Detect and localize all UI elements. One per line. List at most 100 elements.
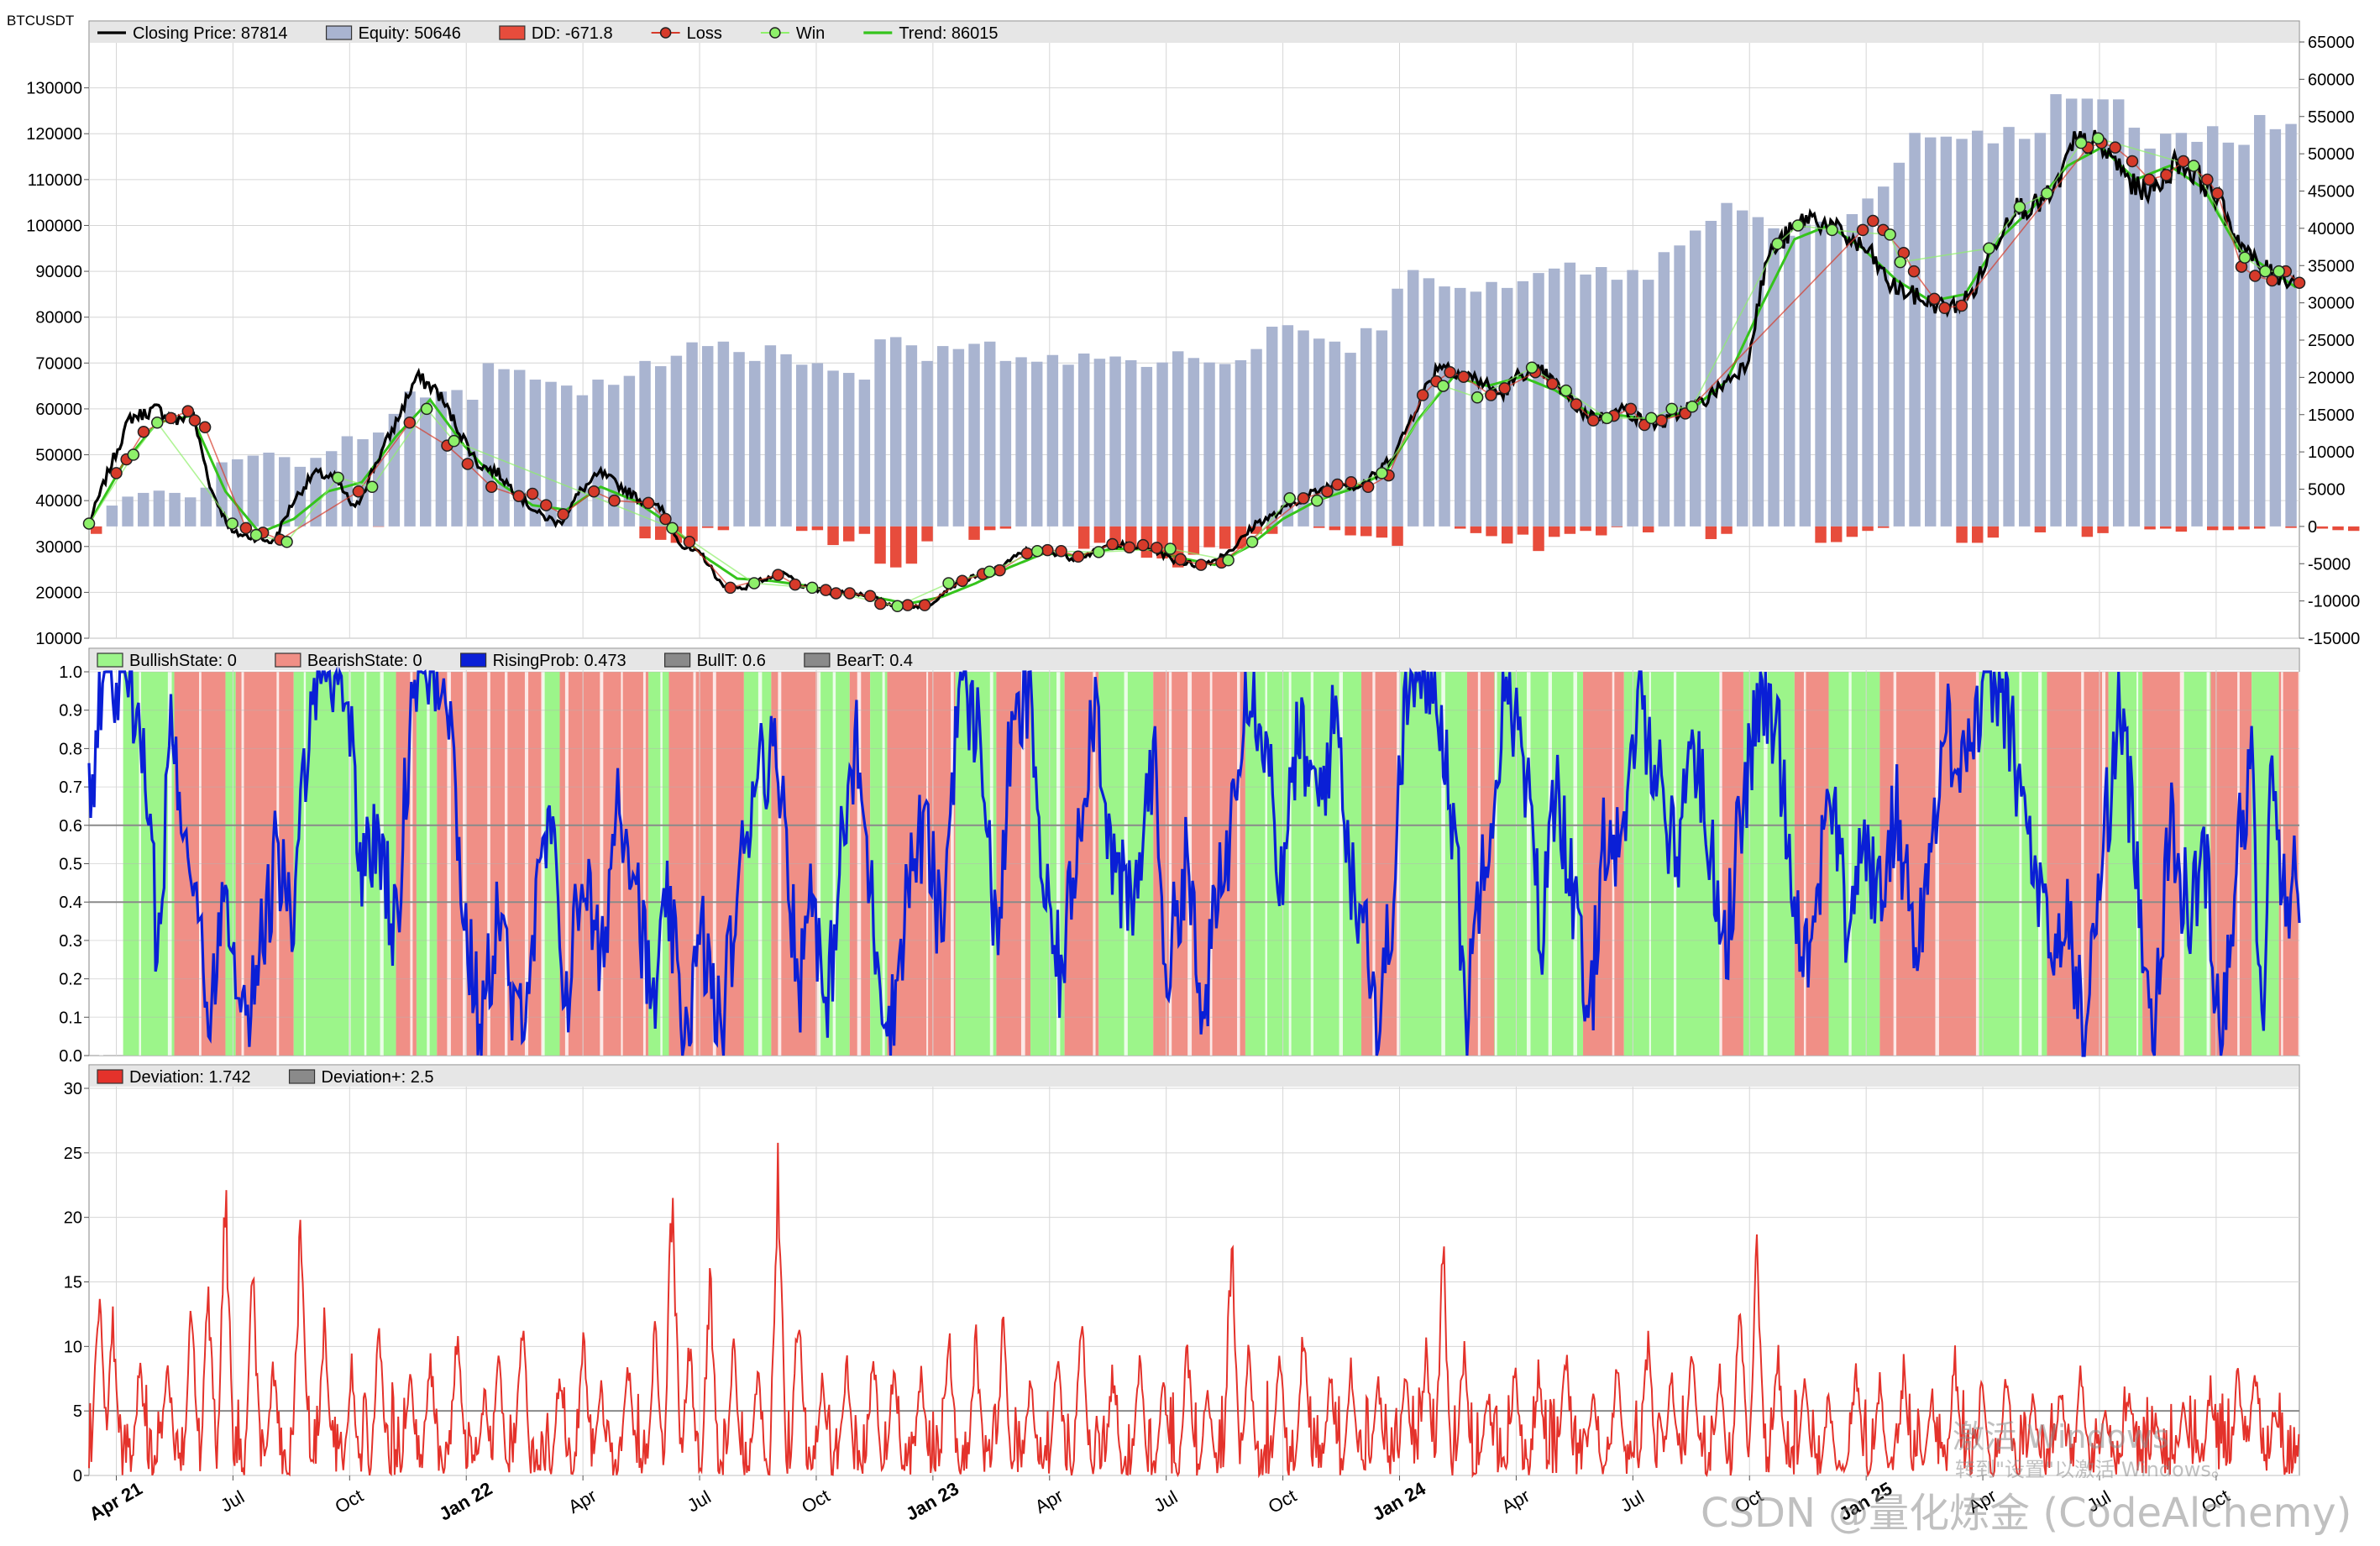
- loss-trade-marker: [404, 417, 415, 428]
- prob-legend-swatch: [805, 653, 830, 667]
- equity-bar: [1800, 224, 1811, 526]
- prob-legend-swatch: [97, 653, 123, 667]
- equity-bar: [1596, 267, 1607, 527]
- win-trade-marker: [2240, 252, 2251, 263]
- loss-trade-marker: [1322, 486, 1333, 497]
- equity-bar: [1408, 270, 1418, 527]
- win-trade-marker: [2189, 160, 2199, 171]
- win-trade-marker: [1792, 220, 1803, 231]
- prob-tick-label: 0.4: [59, 894, 82, 912]
- equity-bar: [1188, 358, 1199, 527]
- loss-trade-marker: [2202, 174, 2213, 185]
- loss-trade-marker: [1625, 403, 1636, 414]
- equity-bar: [733, 352, 744, 527]
- prob-tick-label: 0.9: [59, 702, 82, 721]
- price-legend-swatch: [327, 26, 352, 39]
- loss-trade-marker: [541, 500, 552, 511]
- loss-trade-marker: [1570, 399, 1581, 410]
- csdn-watermark: CSDN @量化炼金 (CodeAlchemy): [1701, 1480, 2351, 1538]
- equity-bar: [624, 376, 635, 527]
- drawdown-bar: [906, 527, 917, 563]
- loss-trade-marker: [865, 590, 876, 601]
- equity-bar: [1894, 163, 1905, 527]
- equity-bar: [890, 337, 901, 526]
- drawdown-bar: [702, 527, 713, 528]
- equity-bar: [921, 361, 932, 527]
- drawdown-bar: [1721, 527, 1732, 534]
- equity-bar: [874, 339, 885, 527]
- prob-tick-label: 0.8: [59, 740, 82, 758]
- drawdown-bar: [2160, 527, 2171, 529]
- drawdown-bar: [1486, 527, 1497, 537]
- equity-bar: [1141, 367, 1152, 527]
- loss-trade-marker: [902, 600, 913, 611]
- drawdown-bar: [1565, 527, 1575, 534]
- equity-bar: [1831, 224, 1842, 527]
- loss-trade-marker: [2294, 277, 2305, 288]
- win-trade-marker: [1223, 555, 1234, 566]
- prob-tick-label: 0.2: [59, 971, 82, 989]
- loss-trade-marker: [2144, 174, 2155, 185]
- win-trade-marker: [2014, 202, 2025, 212]
- win-trade-marker: [422, 403, 432, 414]
- equity-bar: [1909, 133, 1920, 527]
- dev-legend-swatch: [97, 1070, 123, 1083]
- drawdown-bar: [1094, 527, 1105, 543]
- drawdown-bar: [1345, 527, 1355, 536]
- win-trade-marker: [749, 578, 760, 589]
- prob-legend-swatch: [665, 653, 690, 667]
- price-legend-label: Closing Price: 87814: [133, 24, 288, 43]
- loss-trade-marker: [2161, 170, 2172, 181]
- price-legend-label: DD: -671.8: [532, 24, 613, 43]
- price-left-tick-label: 50000: [35, 447, 82, 465]
- loss-trade-marker: [2250, 270, 2261, 281]
- win-trade-marker: [1438, 380, 1449, 391]
- drawdown-bar: [2332, 527, 2343, 530]
- equity-bar: [1753, 217, 1764, 527]
- price-left-tick-label: 80000: [35, 309, 82, 328]
- loss-trade-marker: [240, 522, 251, 533]
- windows-activation-title: 激活 Windows: [1953, 1411, 2169, 1457]
- loss-trade-marker: [1939, 302, 1950, 313]
- equity-bar: [122, 496, 133, 527]
- equity-bar: [1815, 222, 1826, 527]
- win-trade-marker: [1527, 362, 1538, 373]
- equity-bar: [1956, 139, 1967, 527]
- drawdown-bar: [1518, 527, 1528, 535]
- dev-tick-label: 5: [73, 1402, 82, 1421]
- prob-tick-label: 0.7: [59, 778, 82, 797]
- win-trade-marker: [2076, 138, 2087, 149]
- equity-bar: [1455, 288, 1465, 527]
- equity-bar: [2050, 94, 2061, 527]
- equity-bar: [483, 364, 494, 527]
- equity-bar: [749, 361, 760, 527]
- drawdown-bar: [796, 527, 807, 531]
- drawdown-bar: [843, 527, 854, 542]
- price-left-tick-label: 40000: [35, 492, 82, 511]
- win-trade-marker: [892, 600, 903, 611]
- equity-bar: [1549, 269, 1560, 527]
- price-right-tick-label: 0: [2308, 518, 2317, 537]
- equity-bar: [1345, 353, 1355, 527]
- prob-tick-label: 0.3: [59, 932, 82, 951]
- loss-trade-marker: [1196, 559, 1207, 570]
- drawdown-bar: [1502, 527, 1512, 543]
- equity-bar: [1047, 355, 1058, 527]
- loss-trade-marker: [1042, 545, 1053, 556]
- dev-legend-label: Deviation: 1.742: [129, 1068, 251, 1087]
- win-trade-marker: [227, 518, 238, 529]
- prob-tick-label: 0.5: [59, 856, 82, 874]
- equity-bar: [1250, 349, 1261, 527]
- loss-trade-marker: [1486, 390, 1497, 401]
- drawdown-bar: [2207, 527, 2218, 530]
- equity-bar: [107, 506, 118, 527]
- loss-trade-marker: [1909, 266, 1920, 277]
- drawdown-bar: [1988, 527, 1999, 537]
- equity-bar: [138, 493, 149, 527]
- x-tick-label: Jul: [1617, 1486, 1648, 1517]
- equity-bar: [1721, 203, 1732, 527]
- drawdown-bar: [1580, 527, 1591, 531]
- equity-bar: [1392, 289, 1402, 527]
- loss-trade-marker: [1418, 390, 1429, 401]
